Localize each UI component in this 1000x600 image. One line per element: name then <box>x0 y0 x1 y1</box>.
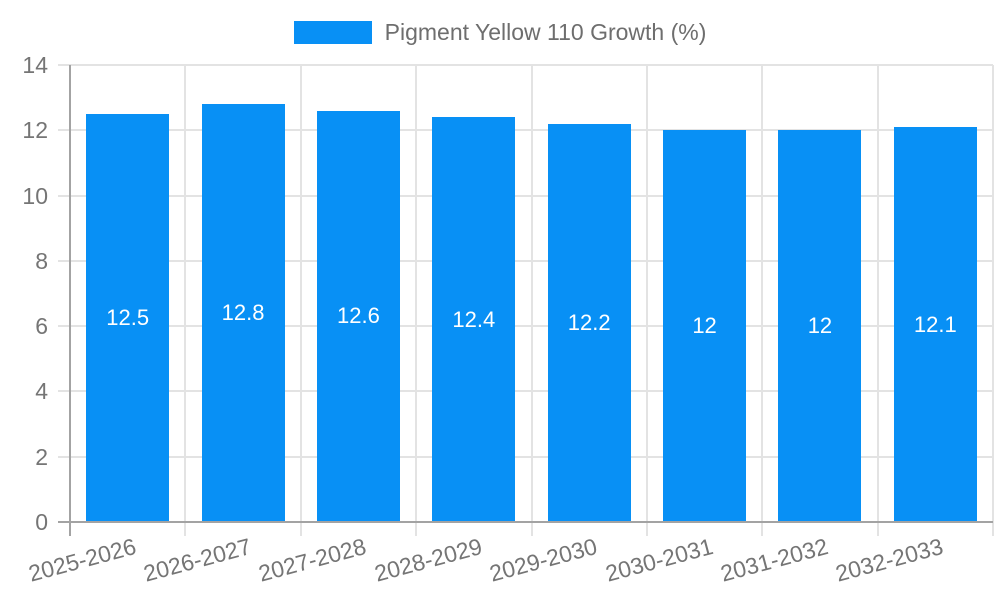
bar-value-label-2029-2030: 12.2 <box>567 309 611 335</box>
gridline-x-5 <box>645 65 648 522</box>
xtick-label-2027-2028: 2027-2028 <box>256 533 370 587</box>
gridline-x-2 <box>299 65 302 522</box>
gridline-x-6 <box>761 65 764 522</box>
gridline-x-4 <box>530 65 533 522</box>
xtick-mark-4 <box>530 522 533 536</box>
ytick-mark-14 <box>58 64 70 66</box>
bar-2031-2032[interactable] <box>778 130 862 522</box>
ytick-label-12: 12 <box>22 117 48 144</box>
bar-value-label-2027-2028: 12.6 <box>337 303 380 329</box>
ytick-label-8: 8 <box>35 247 48 274</box>
bar-2032-2033[interactable] <box>893 127 977 522</box>
xtick-label-2030-2031: 2030-2031 <box>602 533 716 587</box>
ytick-mark-2 <box>58 455 70 458</box>
ytick-label-0: 0 <box>35 509 48 535</box>
ytick-mark-8 <box>58 259 70 262</box>
xtick-mark-7 <box>876 522 879 536</box>
ytick-label-10: 10 <box>22 182 48 209</box>
bar-value-label-2025-2026: 12.5 <box>106 304 150 330</box>
ytick-label-6: 6 <box>35 313 48 340</box>
legend-label: Pigment Yellow 110 Growth (%) <box>384 19 707 45</box>
bar-value-label-2026-2027: 12.8 <box>221 300 265 326</box>
x-axis-line <box>58 521 993 523</box>
bar-2026-2027[interactable] <box>201 104 285 522</box>
xtick-label-2025-2026: 2025-2026 <box>25 533 139 587</box>
ytick-mark-12 <box>58 129 70 132</box>
xtick-mark-8 <box>992 522 994 536</box>
ytick-label-4: 4 <box>35 378 48 405</box>
xtick-label-2032-2033: 2032-2033 <box>833 533 947 587</box>
xtick-mark-3 <box>415 522 418 536</box>
bar-value-label-2030-2031: 12 <box>692 313 717 339</box>
legend-swatch <box>293 20 372 44</box>
gridline-x-8 <box>992 65 994 522</box>
xtick-mark-1 <box>184 522 187 536</box>
bar-value-label-2028-2029: 12.4 <box>452 306 496 332</box>
gridline-x-7 <box>876 65 879 522</box>
gridline-x-3 <box>415 65 418 522</box>
ytick-mark-6 <box>58 325 70 328</box>
xtick-label-2031-2032: 2031-2032 <box>717 533 831 587</box>
bar-2028-2029[interactable] <box>432 117 516 522</box>
xtick-label-2026-2027: 2026-2027 <box>140 533 254 587</box>
xtick-mark-6 <box>761 522 764 536</box>
xtick-mark-2 <box>299 522 302 536</box>
bar-2029-2030[interactable] <box>547 123 631 522</box>
gridline-x-1 <box>184 65 187 522</box>
xtick-label-2028-2029: 2028-2029 <box>371 533 485 587</box>
bar-2030-2031[interactable] <box>663 130 747 522</box>
ytick-mark-10 <box>58 194 70 197</box>
xtick-label-2029-2030: 2029-2030 <box>486 533 600 587</box>
ytick-label-2: 2 <box>35 443 48 470</box>
y-axis-line <box>69 65 71 536</box>
legend[interactable]: Pigment Yellow 110 Growth (%) <box>0 19 1000 45</box>
bar-value-label-2032-2033: 12.1 <box>913 311 957 337</box>
xtick-mark-5 <box>645 522 648 536</box>
bar-2025-2026[interactable] <box>86 113 170 522</box>
ytick-label-14: 14 <box>22 52 48 78</box>
ytick-mark-4 <box>58 390 70 393</box>
bar-2027-2028[interactable] <box>316 110 400 522</box>
bar-value-label-2031-2032: 12 <box>807 313 833 339</box>
